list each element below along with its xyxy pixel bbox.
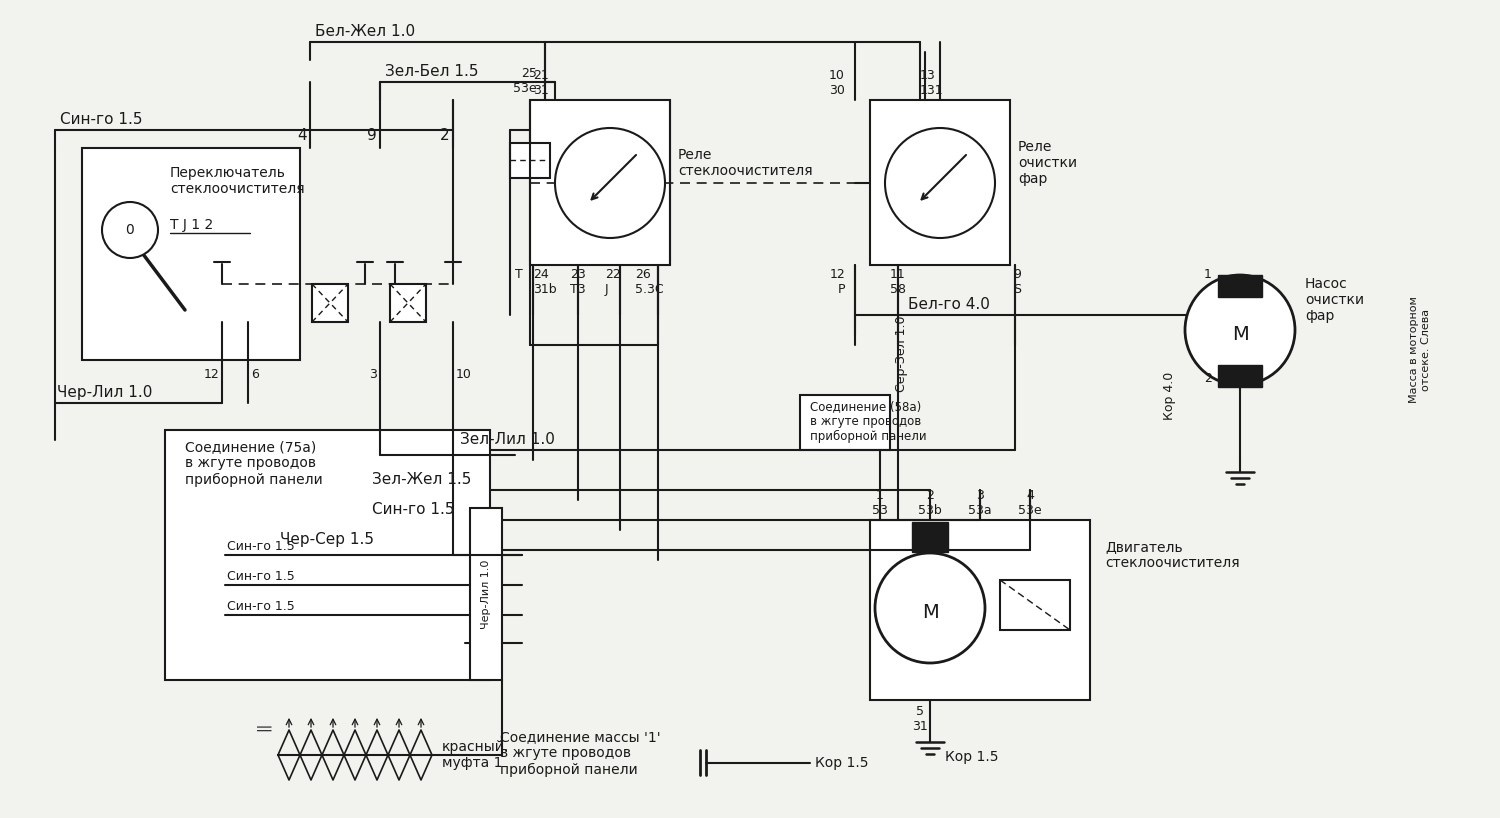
Text: Син-го 1.5: Син-го 1.5	[226, 540, 294, 553]
Circle shape	[874, 553, 986, 663]
Circle shape	[102, 202, 158, 258]
Bar	[870, 520, 1090, 700]
Text: 0: 0	[126, 223, 135, 237]
Text: 23
T3: 23 T3	[570, 268, 585, 296]
Text: 12: 12	[204, 368, 219, 381]
Text: 22
J: 22 J	[604, 268, 621, 296]
Bar	[82, 148, 300, 360]
Text: Кор 4.0: Кор 4.0	[1164, 371, 1176, 420]
Text: T J 1 2: T J 1 2	[170, 218, 213, 232]
Text: красный.
муфта 1: красный. муфта 1	[442, 740, 509, 770]
Text: 2: 2	[440, 128, 450, 143]
Text: 9
S: 9 S	[1013, 268, 1022, 296]
Bar	[1218, 365, 1261, 387]
Text: 21
31: 21 31	[532, 69, 549, 97]
Text: Насос
очистки
фар: Насос очистки фар	[1305, 276, 1364, 323]
Text: Син-го 1.5: Син-го 1.5	[226, 600, 294, 613]
Text: 4
53e: 4 53e	[1019, 489, 1042, 517]
Text: Масса в моторном
отсеке. Слева: Масса в моторном отсеке. Слева	[1408, 297, 1431, 403]
Circle shape	[555, 128, 664, 238]
Text: ||: ||	[255, 722, 270, 731]
Text: 11
58: 11 58	[890, 268, 906, 296]
Bar	[312, 284, 348, 322]
Text: Чер-Лил 1.0: Чер-Лил 1.0	[482, 560, 490, 629]
Text: Двигатель
стеклоочистителя: Двигатель стеклоочистителя	[1106, 540, 1239, 570]
Text: Чер-Лил 1.0: Чер-Лил 1.0	[57, 385, 153, 400]
Text: Переключатель
стеклоочистителя: Переключатель стеклоочистителя	[170, 166, 304, 196]
Text: 5
31: 5 31	[912, 705, 928, 733]
Text: 3: 3	[369, 368, 376, 381]
Bar	[470, 508, 502, 680]
Text: 25
53e: 25 53e	[513, 67, 537, 95]
Text: Реле
очистки
фар: Реле очистки фар	[1019, 140, 1077, 187]
Text: Син-го 1.5: Син-го 1.5	[60, 112, 142, 127]
Text: Син-го 1.5: Син-го 1.5	[372, 502, 454, 517]
Text: 1
53: 1 53	[871, 489, 888, 517]
Text: 6: 6	[251, 368, 260, 381]
Text: Бел-го 4.0: Бел-го 4.0	[908, 297, 990, 312]
Circle shape	[1185, 275, 1294, 385]
Text: Сер-Зел 1.0: Сер-Зел 1.0	[894, 316, 908, 392]
Bar	[1218, 275, 1261, 297]
Text: 4: 4	[297, 128, 307, 143]
Text: 12
P: 12 P	[830, 268, 844, 296]
Bar	[912, 522, 948, 552]
Text: 10
30: 10 30	[830, 69, 844, 97]
Text: Бел-Жел 1.0: Бел-Жел 1.0	[315, 24, 416, 39]
Text: Кор 1.5: Кор 1.5	[815, 756, 868, 770]
Text: 24
31b: 24 31b	[532, 268, 556, 296]
Bar	[800, 395, 889, 450]
Text: 10: 10	[456, 368, 472, 381]
Text: 26
5.3C: 26 5.3C	[634, 268, 663, 296]
Text: 2: 2	[1204, 371, 1212, 384]
Text: M: M	[921, 604, 939, 622]
Text: Соединение (75а)
в жгуте проводов
приборной панели: Соединение (75а) в жгуте проводов прибор…	[184, 440, 322, 487]
Text: 13
131: 13 131	[920, 69, 944, 97]
Text: 2
53b: 2 53b	[918, 489, 942, 517]
Bar	[1000, 580, 1070, 630]
Bar	[165, 430, 491, 680]
Text: Соединение (58а)
в жгуте проводов
приборной панели: Соединение (58а) в жгуте проводов прибор…	[810, 400, 927, 443]
Circle shape	[885, 128, 995, 238]
Text: Реле
стеклоочистителя: Реле стеклоочистителя	[678, 148, 813, 178]
Text: 9: 9	[368, 128, 376, 143]
Bar	[870, 100, 1010, 265]
Text: Зел-Жел 1.5: Зел-Жел 1.5	[372, 472, 471, 487]
Text: Соединение массы '1'
в жгуте проводов
приборной панели: Соединение массы '1' в жгуте проводов пр…	[500, 730, 660, 776]
Text: 3
53a: 3 53a	[968, 489, 992, 517]
Text: Син-го 1.5: Син-го 1.5	[226, 570, 294, 583]
Text: 1: 1	[1204, 268, 1212, 281]
Bar	[510, 143, 550, 178]
Text: T: T	[514, 268, 522, 281]
Text: Зел-Лил 1.0: Зел-Лил 1.0	[460, 432, 555, 447]
Text: Чер-Сер 1.5: Чер-Сер 1.5	[280, 532, 374, 547]
Text: Зел-Бел 1.5: Зел-Бел 1.5	[386, 64, 478, 79]
Text: M: M	[1232, 326, 1248, 344]
Bar	[390, 284, 426, 322]
Bar	[530, 100, 670, 265]
Text: Кор 1.5: Кор 1.5	[945, 750, 999, 764]
